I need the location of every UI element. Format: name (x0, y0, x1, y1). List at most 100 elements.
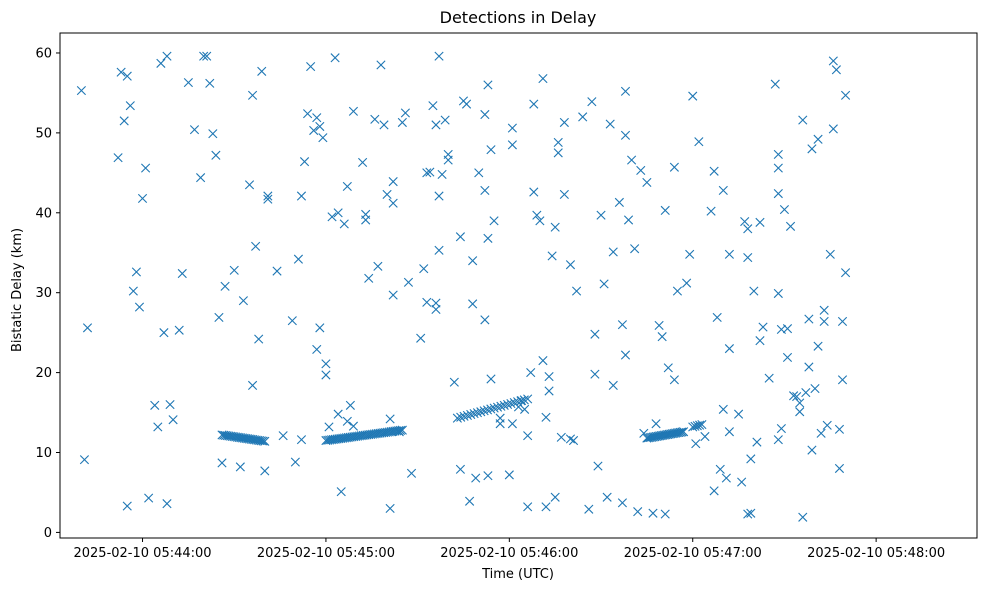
data-point-389 (695, 420, 705, 430)
y-axis: 0 10 20 30 40 50 60 (35, 46, 60, 541)
data-point-297 (260, 436, 270, 446)
data-point-220 (740, 216, 750, 227)
data-point-390 (697, 419, 707, 430)
data-point-77 (348, 421, 359, 431)
data-point-65 (321, 370, 331, 380)
data-point-123 (480, 109, 490, 120)
data-point-26 (189, 125, 200, 135)
data-point-55 (299, 157, 310, 167)
data-point-268 (837, 316, 848, 327)
data-point-14 (144, 493, 154, 503)
data-point-232 (770, 79, 780, 89)
data-point-173 (599, 279, 609, 289)
data-point-22 (168, 415, 178, 425)
data-point-354 (499, 400, 509, 410)
data-point-242 (782, 324, 793, 334)
data-point-224 (746, 508, 756, 518)
data-point-185 (627, 155, 637, 165)
data-point-163 (565, 434, 576, 444)
data-point-356 (506, 398, 516, 409)
data-point-215 (724, 249, 734, 259)
data-point-91 (388, 290, 398, 300)
data-point-384 (677, 427, 687, 437)
data-point-96 (406, 468, 417, 478)
data-point-106 (434, 51, 444, 61)
data-point-12 (137, 193, 148, 203)
data-point-183 (620, 86, 631, 96)
data-point-261 (822, 420, 832, 430)
x-axis: 2025-02-10 05:44:00 2025-02-10 05:45:00 20… (73, 538, 945, 561)
data-point-19 (162, 51, 172, 61)
y-tick-label-2: 20 (35, 366, 52, 381)
data-point-21 (165, 399, 175, 410)
data-point-80 (361, 215, 371, 225)
data-point-250 (801, 387, 811, 398)
data-point-23 (174, 325, 184, 335)
data-point-6 (122, 71, 132, 81)
data-point-172 (596, 210, 606, 220)
data-point-346 (472, 408, 483, 418)
data-point-245 (792, 391, 802, 402)
data-point-147 (535, 216, 545, 226)
data-point-98 (419, 264, 429, 274)
data-point-180 (617, 498, 628, 508)
data-point-24 (177, 268, 187, 279)
data-point-219 (737, 477, 747, 487)
data-point-199 (669, 375, 679, 385)
data-point-192 (651, 419, 661, 429)
data-point-359 (516, 396, 526, 406)
data-point-102 (428, 101, 438, 111)
data-point-150 (541, 412, 551, 422)
data-point-211 (715, 464, 725, 474)
data-point-233 (773, 149, 783, 160)
data-point-118 (465, 496, 475, 506)
data-point-34 (217, 458, 227, 468)
data-point-193 (654, 320, 664, 331)
data-point-88 (385, 503, 395, 514)
data-point-99 (422, 168, 432, 178)
data-point-179 (617, 320, 628, 330)
x-tick-label-0: 2025-02-10 05:44:00 (73, 546, 211, 561)
data-point-61 (315, 121, 325, 132)
data-point-196 (660, 205, 670, 215)
data-point-383 (675, 427, 685, 437)
data-point-85 (379, 120, 389, 130)
data-point-141 (523, 502, 533, 512)
data-point-341 (456, 412, 466, 422)
y-axis-label: Bistatic Delay (km) (10, 228, 25, 352)
y-tick-label-5: 50 (35, 126, 52, 141)
data-point-202 (685, 249, 695, 259)
data-point-124 (480, 315, 490, 325)
data-point-262 (825, 249, 835, 259)
data-point-11 (134, 302, 145, 312)
data-point-64 (321, 359, 331, 369)
data-point-136 (507, 123, 517, 133)
data-point-82 (370, 114, 380, 124)
x-tick-label-4: 2025-02-10 05:48:00 (807, 546, 945, 561)
data-point-86 (382, 189, 392, 199)
data-point-257 (813, 134, 823, 144)
data-point-213 (718, 404, 728, 414)
data-point-191 (648, 508, 658, 518)
data-point-187 (633, 507, 643, 517)
data-point-190 (642, 177, 652, 188)
data-point-170 (590, 369, 600, 379)
data-point-50 (287, 316, 297, 326)
data-point-126 (483, 80, 493, 90)
data-point-84 (376, 60, 386, 70)
data-point-133 (495, 413, 505, 423)
data-point-176 (608, 380, 618, 390)
data-point-342 (459, 411, 469, 421)
data-point-251 (804, 314, 814, 324)
data-point-35 (220, 281, 230, 291)
data-point-166 (578, 112, 588, 122)
data-point-344 (466, 409, 476, 420)
data-point-349 (482, 405, 493, 415)
data-point-337 (394, 426, 404, 436)
data-point-263 (828, 124, 838, 134)
data-point-385 (678, 427, 689, 437)
data-point-186 (630, 244, 640, 254)
data-point-63 (318, 133, 328, 143)
data-point-148 (538, 73, 548, 84)
data-point-62 (315, 323, 325, 333)
